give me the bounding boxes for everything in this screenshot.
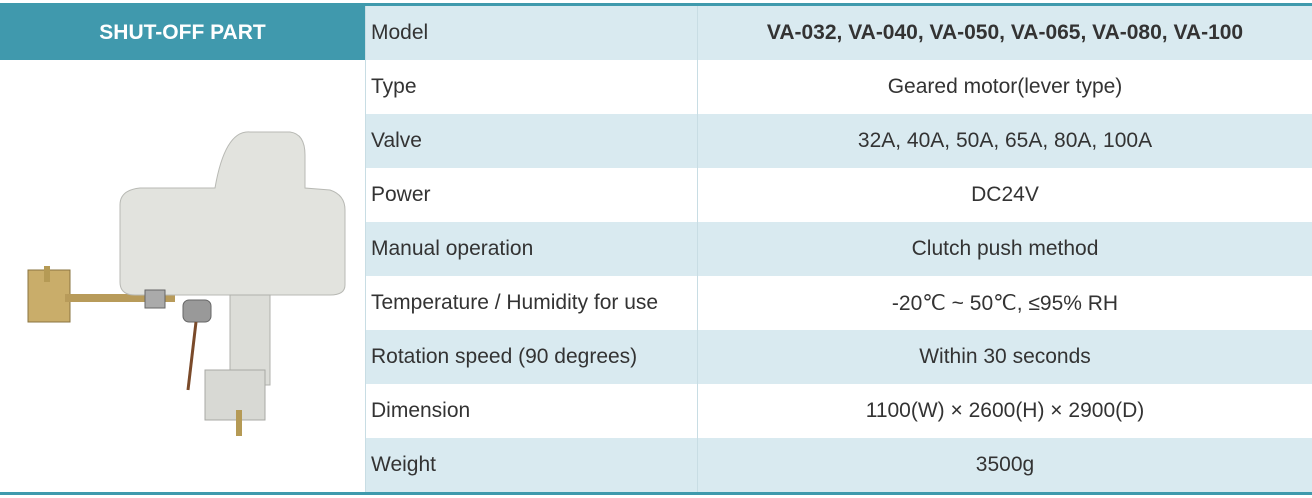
- spec-value: Geared motor(lever type): [887, 75, 1123, 98]
- spec-row: Rotation speed (90 degrees) Within 30 sec…: [366, 330, 1312, 384]
- spec-label: Model: [366, 6, 698, 60]
- motor-housing: [119, 131, 346, 296]
- spec-row: Type Geared motor(lever type): [366, 60, 1312, 114]
- spec-label: Rotation speed (90 degrees): [366, 330, 698, 384]
- spec-label: Dimension: [366, 384, 698, 438]
- spec-row: Valve 32A, 40A, 50A, 65A, 80A, 100A: [366, 114, 1312, 168]
- column-divider: [365, 6, 366, 492]
- spec-value: VA-032, VA-040, VA-050, VA-065, VA-080, …: [766, 21, 1244, 44]
- spec-value: Clutch push method: [911, 237, 1099, 260]
- spec-value: 32A, 40A, 50A, 65A, 80A, 100A: [857, 129, 1153, 152]
- bolt: [236, 410, 242, 436]
- spec-row: Power DC24V: [366, 168, 1312, 222]
- coupling: [204, 369, 266, 421]
- spec-label: Temperature / Humidity for use: [366, 276, 698, 330]
- section-header: SHUT-OFF PART: [0, 6, 365, 60]
- spec-value: 1100(W) × 2600(H) × 2900(D): [865, 399, 1145, 422]
- spec-row: Manual operation Clutch push method: [366, 222, 1312, 276]
- spec-label: Weight: [366, 438, 698, 492]
- lever-rod: [65, 294, 175, 302]
- spec-row: Temperature / Humidity for use -20℃ ~ 50℃…: [366, 276, 1312, 330]
- spec-label: Power: [366, 168, 698, 222]
- spec-label: Type: [366, 60, 698, 114]
- gland: [182, 299, 212, 323]
- product-image: [27, 131, 346, 436]
- cable: [186, 321, 198, 391]
- spec-value: DC24V: [971, 183, 1039, 206]
- spec-row: Dimension 1100(W) × 2600(H) × 2900(D): [366, 384, 1312, 438]
- nut: [144, 289, 166, 309]
- spec-row: Model VA-032, VA-040, VA-050, VA-065, VA-…: [366, 6, 1312, 60]
- spec-row: Weight 3500g: [366, 438, 1312, 492]
- bottom-border: [0, 492, 1312, 495]
- bolt: [44, 266, 50, 282]
- spec-label: Manual operation: [366, 222, 698, 276]
- spec-value: 3500g: [975, 453, 1035, 476]
- spec-label: Valve: [366, 114, 698, 168]
- top-border: [0, 3, 1312, 6]
- spec-value: -20℃ ~ 50℃, ≤95% RH: [891, 291, 1119, 315]
- spec-value: Within 30 seconds: [919, 345, 1091, 368]
